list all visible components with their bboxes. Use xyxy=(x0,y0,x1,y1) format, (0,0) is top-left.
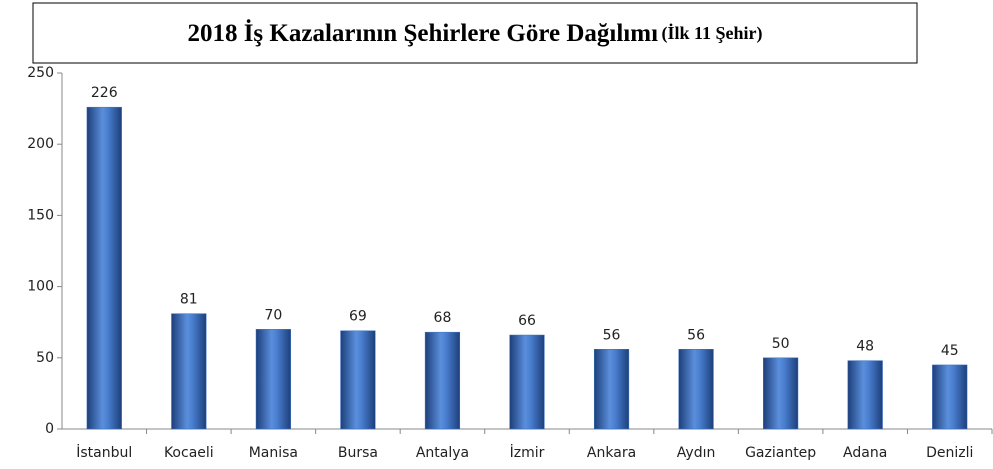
x-tick-label: Ankara xyxy=(587,445,636,461)
data-label: 81 xyxy=(180,292,198,308)
data-label: 68 xyxy=(434,310,452,326)
subtitle: (İlk 11 Şehir) xyxy=(662,23,763,44)
data-label: 69 xyxy=(349,309,367,325)
x-tick-label: Denizli xyxy=(926,445,973,461)
chart-title: 2018 İş Kazalarının Şehirlere Göre Dağıl… xyxy=(187,19,762,47)
x-tick-label: Aydın xyxy=(677,445,716,461)
data-label: 50 xyxy=(772,336,790,352)
data-label: 226 xyxy=(91,85,118,101)
data-label: 48 xyxy=(856,339,874,355)
x-tick-label: Manisa xyxy=(249,445,298,461)
x-tick-label: İstanbul xyxy=(76,443,132,461)
y-tick-label: 50 xyxy=(36,350,54,366)
title-main: 2018 İş Kazalarının Şehirlere Göre Dağıl… xyxy=(187,19,658,47)
data-label: 66 xyxy=(518,313,536,329)
x-tick-label: Antalya xyxy=(416,445,469,461)
title-box xyxy=(32,2,918,64)
x-tick-label: İzmir xyxy=(510,443,545,461)
y-tick-label: 250 xyxy=(27,65,54,81)
x-tick-label: Gaziantep xyxy=(745,445,816,461)
y-tick-label: 0 xyxy=(45,421,54,437)
bar xyxy=(932,364,968,430)
y-tick-label: 150 xyxy=(27,207,54,223)
bar xyxy=(678,349,714,430)
x-tick-label: Kocaeli xyxy=(164,445,214,461)
data-label: 56 xyxy=(687,327,705,343)
bar xyxy=(509,334,545,430)
data-label: 45 xyxy=(941,343,959,359)
bar xyxy=(86,106,122,430)
data-label: 56 xyxy=(603,327,621,343)
x-tick-label: Adana xyxy=(843,445,887,461)
bar xyxy=(847,360,883,430)
bar xyxy=(340,330,376,430)
bar xyxy=(171,313,207,430)
data-label: 70 xyxy=(264,307,282,323)
y-tick-label: 100 xyxy=(27,279,54,295)
bar xyxy=(593,349,630,430)
bar xyxy=(255,329,291,430)
bar xyxy=(424,331,461,430)
y-tick-label: 200 xyxy=(27,136,54,152)
x-tick-label: Bursa xyxy=(338,445,378,461)
bar xyxy=(763,357,799,430)
